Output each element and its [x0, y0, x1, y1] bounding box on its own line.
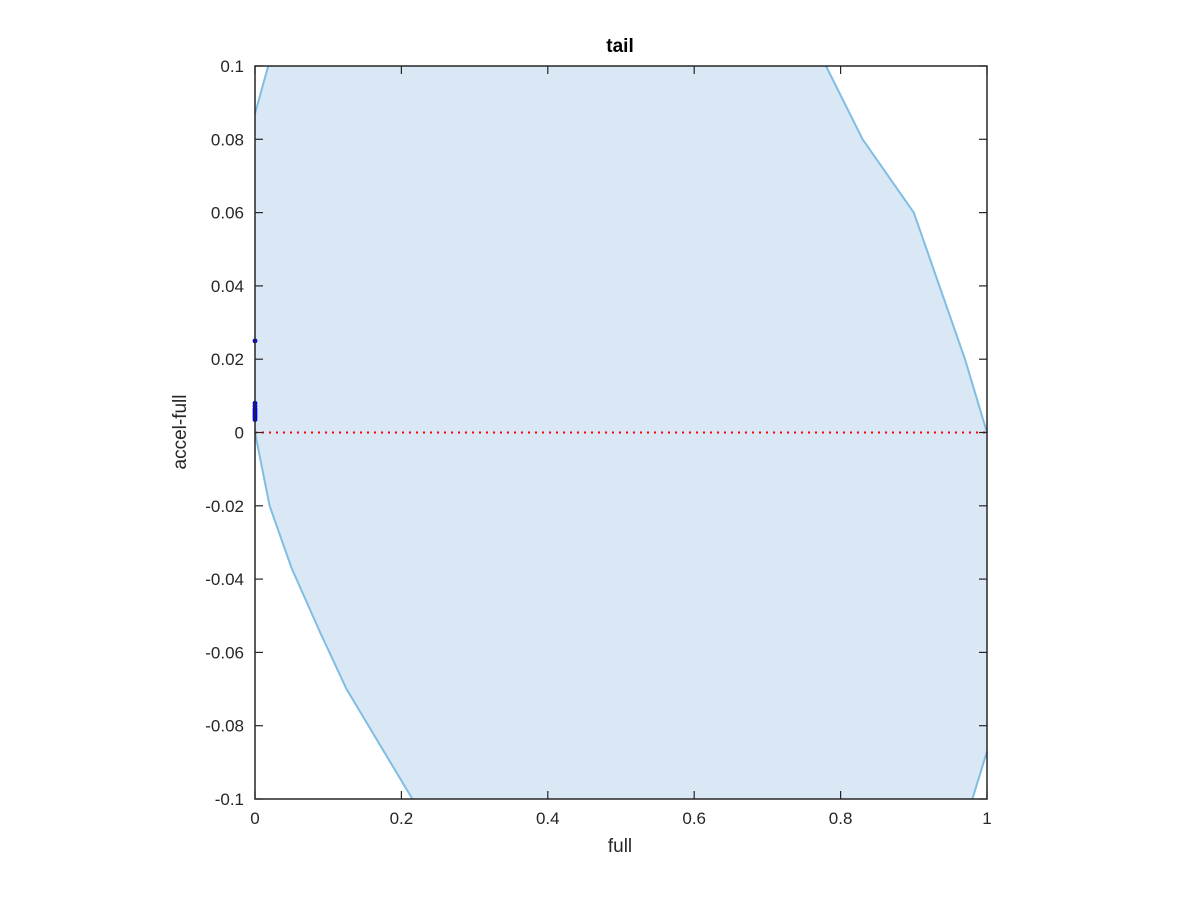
region-boundary-top-left: [254, 65, 270, 114]
region-boundary-right: [825, 65, 988, 433]
y-tick-label: -0.02: [205, 497, 244, 516]
chart-title: tail: [606, 36, 633, 57]
y-tick-label: 0: [235, 424, 244, 443]
y-tick-label: -0.04: [205, 570, 244, 589]
region-boundary-bottom-right: [971, 751, 988, 800]
y-tick-label: 0.1: [220, 57, 244, 76]
plot-area: 0 0.2 0.4 0.6 0.8 1 0.1 0.08 0.06 0.04 0.02 0 -0.02 -…: [205, 57, 991, 828]
y-tick-label: 0.06: [211, 204, 244, 223]
x-tick-label: 0.2: [390, 809, 414, 828]
y-tick-label: -0.08: [205, 717, 244, 736]
y-tick-label: 0.08: [211, 130, 244, 149]
y-tick-label: -0.06: [205, 643, 244, 662]
x-tick-label: 0.4: [536, 809, 560, 828]
y-tick-label: 0.02: [211, 350, 244, 369]
y-tick-label: 0.04: [211, 277, 244, 296]
x-tick-label: 0: [250, 809, 259, 828]
y-tick-label: -0.1: [215, 790, 244, 809]
x-axis-label: full: [608, 836, 632, 857]
y-axis-label: accel-full: [170, 395, 191, 470]
region-boundary-left: [254, 432, 414, 800]
x-tick-label: 0.6: [682, 809, 706, 828]
x-tick-label: 0.8: [829, 809, 853, 828]
x-tick-label: 1: [982, 809, 991, 828]
